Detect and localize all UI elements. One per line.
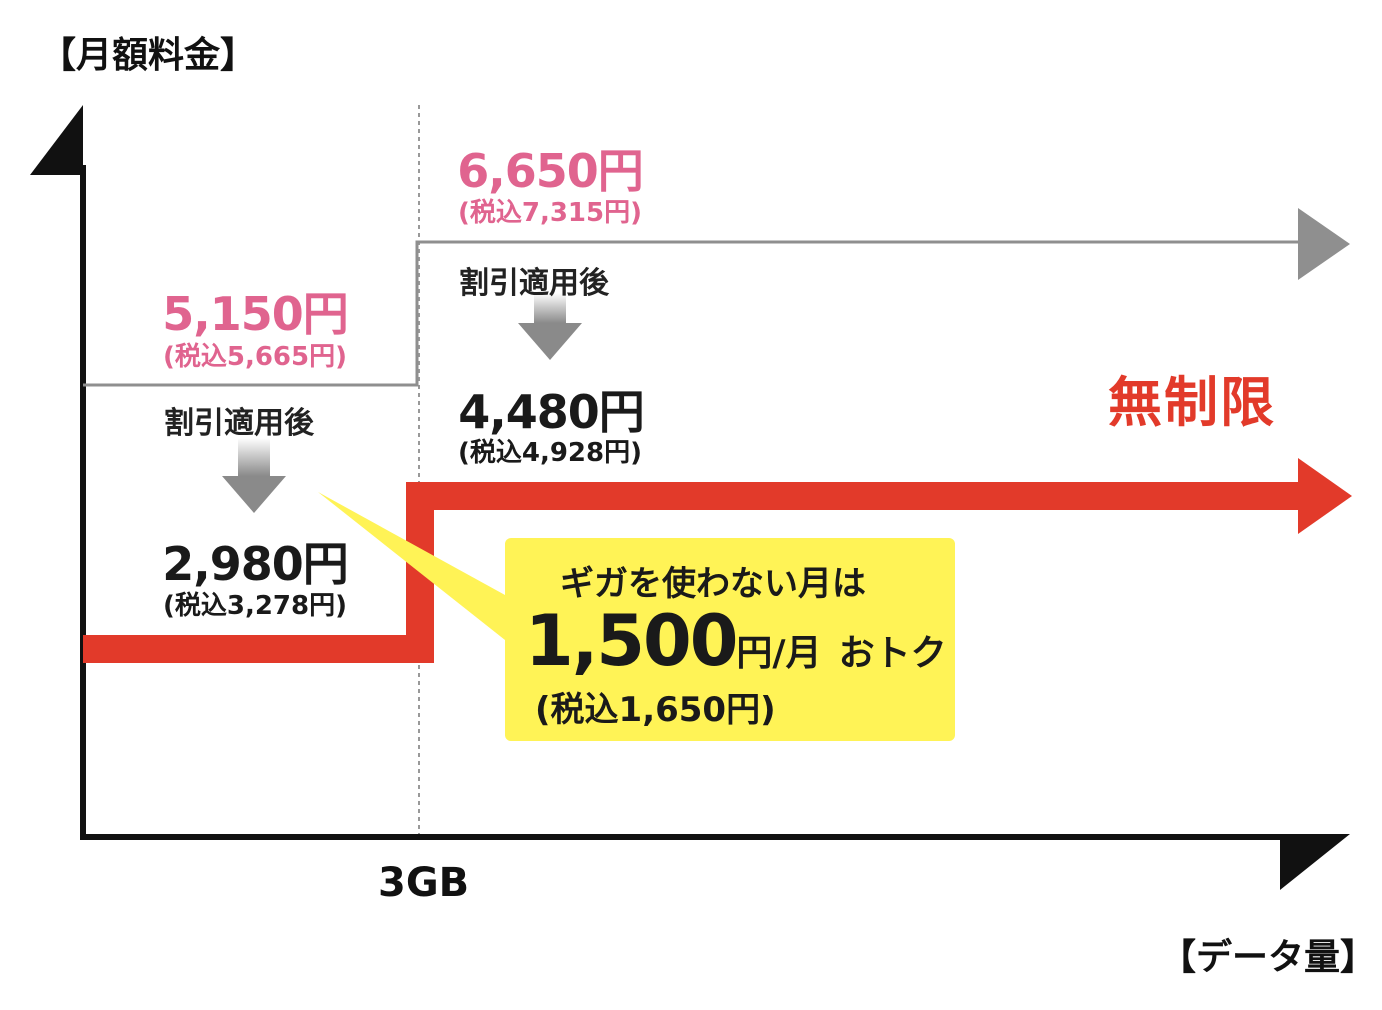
x-axis-title: 【データ量】	[1160, 937, 1377, 978]
callout-amount-row: 1,500円/月 おトク	[525, 600, 947, 682]
discount-price-low: 2,980円	[162, 537, 349, 591]
discount-price-high-tax: (税込4,928円)	[457, 438, 642, 468]
regular-price-line	[83, 240, 1300, 387]
discount-price-low-tax: (税込3,278円)	[162, 591, 347, 621]
callout-unit: 円/月	[736, 633, 822, 674]
discount-arrow-1	[222, 438, 286, 513]
callout-tax: (税込1,650円)	[535, 690, 776, 730]
savings-callout: ギガを使わない月は 1,500円/月 おトク (税込1,650円)	[505, 538, 955, 741]
regular-price-arrow	[1298, 208, 1350, 280]
discount-note-1: 割引適用後	[164, 406, 314, 441]
callout-suffix: おトク	[838, 633, 947, 674]
x-axis-arrow	[1280, 834, 1350, 890]
y-axis-arrow	[30, 105, 83, 175]
callout-line1: ギガを使わない月は	[560, 564, 866, 604]
discount-note-2: 割引適用後	[459, 266, 609, 301]
unlimited-label: 無制限	[1108, 371, 1276, 434]
regular-price-low-tax: (税込5,665円)	[162, 342, 347, 372]
callout-pointer	[318, 492, 505, 640]
regular-price-high: 6,650円	[457, 144, 644, 198]
x-tick-label: 3GB	[378, 860, 470, 906]
discount-price-high: 4,480円	[458, 385, 645, 439]
regular-price-high-tax: (税込7,315円)	[457, 198, 642, 228]
callout-amount: 1,500	[525, 600, 738, 682]
discount-price-arrow	[1298, 458, 1352, 534]
regular-price-low: 5,150円	[162, 287, 349, 341]
discount-arrow-2	[518, 293, 582, 360]
y-axis-title: 【月額料金】	[40, 35, 257, 76]
